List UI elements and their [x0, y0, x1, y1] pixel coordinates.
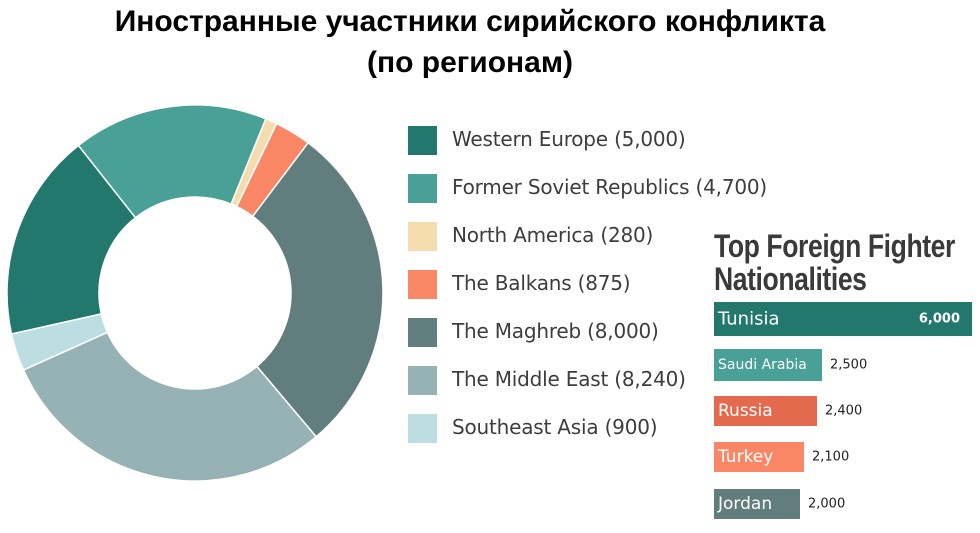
bar-label: Jordan	[718, 494, 773, 514]
legend-item: The Balkans (875)	[408, 264, 708, 299]
bar-label: Saudi Arabia	[718, 357, 807, 373]
donut-slice-former-soviet-republics	[77, 104, 267, 219]
legend-swatch	[408, 318, 437, 347]
bar-turkey: Turkey 2,100	[714, 442, 849, 472]
legend-swatch	[408, 270, 437, 299]
bar-chart-title-line-2: Nationalities	[714, 261, 867, 297]
legend-label: North America (280)	[452, 223, 654, 247]
legend-swatch	[408, 174, 437, 203]
donut-slice-the-middle-east	[22, 331, 318, 482]
legend-label: Southeast Asia (900)	[452, 415, 658, 439]
legend-label: The Middle East (8,240)	[452, 367, 686, 391]
donut-slice-western-europe	[6, 144, 137, 335]
bar-russia: Russia 2,400	[714, 396, 862, 426]
legend-item: The Maghreb (8,000)	[408, 312, 708, 347]
donut-slice-the-maghreb	[251, 141, 384, 438]
bar-value-label: 2,500	[830, 357, 868, 373]
legend-item: Former Soviet Republics (4,700)	[408, 168, 767, 203]
legend-swatch	[408, 126, 437, 155]
legend-label: Western Europe (5,000)	[452, 127, 686, 151]
bar-value-label: 2,100	[812, 449, 850, 465]
legend-label: Former Soviet Republics (4,700)	[452, 175, 768, 199]
bar-value-label: 2,400	[825, 403, 863, 419]
legend-label: The Balkans (875)	[452, 271, 631, 295]
legend-label: The Maghreb (8,000)	[452, 319, 659, 343]
bar-chart-title-line-1: Top Foreign Fighter	[714, 228, 955, 264]
bar-saudi-arabia: Saudi Arabia 2,500	[714, 349, 867, 381]
chart-title-line-2: (по регионам)	[366, 46, 574, 79]
bar-label: Russia	[718, 401, 773, 421]
legend-swatch	[408, 414, 437, 443]
legend-swatch	[408, 222, 437, 251]
legend-item: North America (280)	[408, 216, 708, 251]
bar-label: Tunisia	[718, 308, 780, 330]
legend-item: Southeast Asia (900)	[408, 408, 708, 443]
donut-chart	[6, 104, 384, 482]
bar-value-label: 6,000	[918, 311, 960, 327]
donut-slice-southeast-asia	[10, 313, 109, 371]
bar-tunisia: Tunisia 6,000	[714, 302, 972, 336]
bar-label: Turkey	[718, 447, 774, 467]
bar-jordan: Jordan 2,000	[714, 489, 845, 519]
legend-item: The Middle East (8,240)	[408, 360, 708, 395]
bar-value-label: 2,000	[808, 496, 846, 512]
legend-item: Western Europe (5,000)	[408, 120, 708, 155]
chart-title-line-1: Иностранные участники сирийского конфлик…	[114, 5, 826, 38]
legend-swatch	[408, 366, 437, 395]
